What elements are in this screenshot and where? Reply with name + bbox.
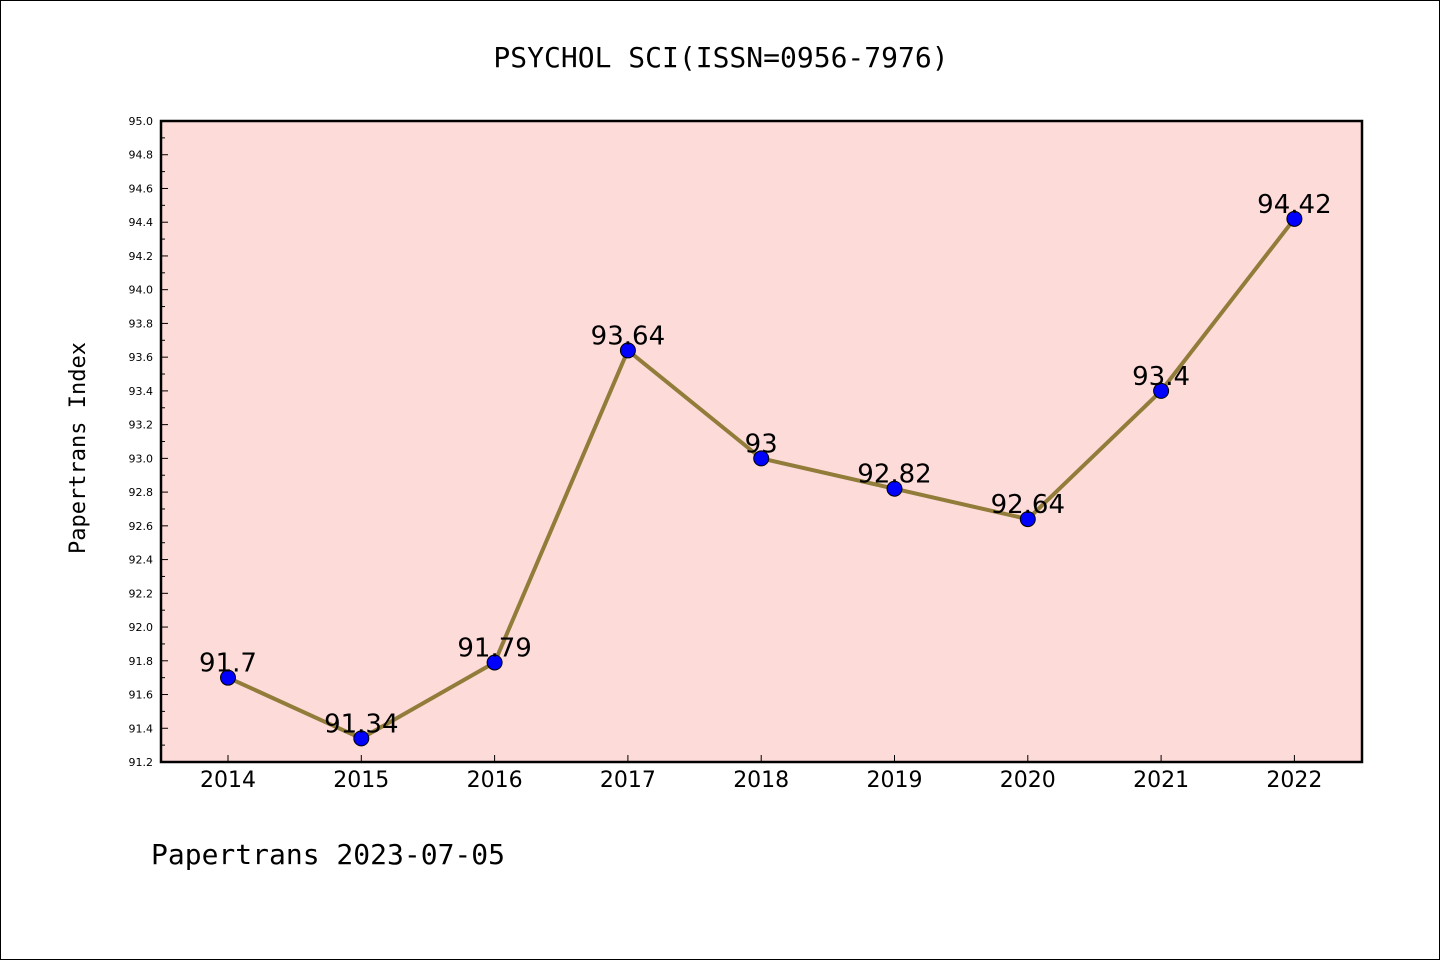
y-tick-label: 94.8 <box>129 149 154 162</box>
footer-date: Papertrans 2023-07-05 <box>151 838 505 871</box>
x-axis: 2014 2015 2016 2017 2018 2019 2020 2021 2022 <box>200 755 1322 793</box>
data-label: 93 <box>745 429 778 459</box>
y-tick-label: 91.2 <box>129 756 154 769</box>
y-tick-label: 93.6 <box>129 351 154 364</box>
y-tick-label: 94.0 <box>129 284 154 297</box>
y-tick-label: 91.8 <box>129 655 154 668</box>
y-tick-label: 95.0 <box>129 115 154 128</box>
data-point <box>486 654 503 671</box>
y-tick-label: 94.4 <box>129 216 154 229</box>
y-tick-label: 93.0 <box>129 452 154 465</box>
data-point <box>353 730 370 747</box>
data-label: 93.4 <box>1132 362 1190 392</box>
x-tick-label: 2019 <box>867 768 923 793</box>
x-tick-label: 2017 <box>600 768 656 793</box>
data-point <box>1286 210 1303 227</box>
data-label: 92.82 <box>857 460 931 490</box>
x-tick-label: 2015 <box>333 768 389 793</box>
y-tick-label: 94.2 <box>129 250 154 263</box>
x-tick-label: 2022 <box>1266 768 1322 793</box>
data-label: 91.79 <box>457 633 531 663</box>
y-tick-label: 92.2 <box>129 587 154 600</box>
data-label: 93.64 <box>591 321 665 351</box>
y-tick-label: 93.4 <box>129 385 154 398</box>
y-axis-label: Papertrans Index <box>66 342 91 554</box>
y-tick-label: 91.6 <box>129 689 154 702</box>
data-point <box>886 480 903 497</box>
x-tick-label: 2018 <box>733 768 789 793</box>
y-tick-label: 91.4 <box>129 722 154 735</box>
y-tick-label: 92.4 <box>129 554 154 567</box>
data-label: 91.34 <box>324 709 398 739</box>
y-tick-label: 94.6 <box>129 182 154 195</box>
data-label: 91.7 <box>199 649 257 679</box>
y-axis: 91.2 91.4 91.6 91.8 92.0 92.2 92.4 92.6 92.8 93.0… <box>129 115 168 769</box>
x-tick-label: 2014 <box>200 768 256 793</box>
data-label: 92.64 <box>991 490 1065 520</box>
data-point <box>753 450 770 467</box>
data-point <box>1019 511 1036 528</box>
x-tick-label: 2016 <box>467 768 523 793</box>
data-point <box>1153 382 1170 399</box>
y-tick-label: 92.8 <box>129 486 154 499</box>
y-tick-label: 93.2 <box>129 419 154 432</box>
data-label: 94.42 <box>1257 190 1331 220</box>
y-tick-label: 92.0 <box>129 621 154 634</box>
x-tick-label: 2021 <box>1133 768 1189 793</box>
x-tick-label: 2020 <box>1000 768 1056 793</box>
plot-area <box>159 119 1364 764</box>
data-point <box>619 342 636 359</box>
y-tick-label: 93.8 <box>129 317 154 330</box>
data-point <box>220 669 236 686</box>
chart-title: PSYCHOL SCI(ISSN=0956-7976) <box>493 41 948 74</box>
series-line-group <box>220 210 1303 747</box>
y-tick-label: 92.6 <box>129 520 154 533</box>
data-labels-group: 91.7 91.34 91.79 93.64 93 92.82 92.64 93.4 94.42 <box>199 190 1332 740</box>
